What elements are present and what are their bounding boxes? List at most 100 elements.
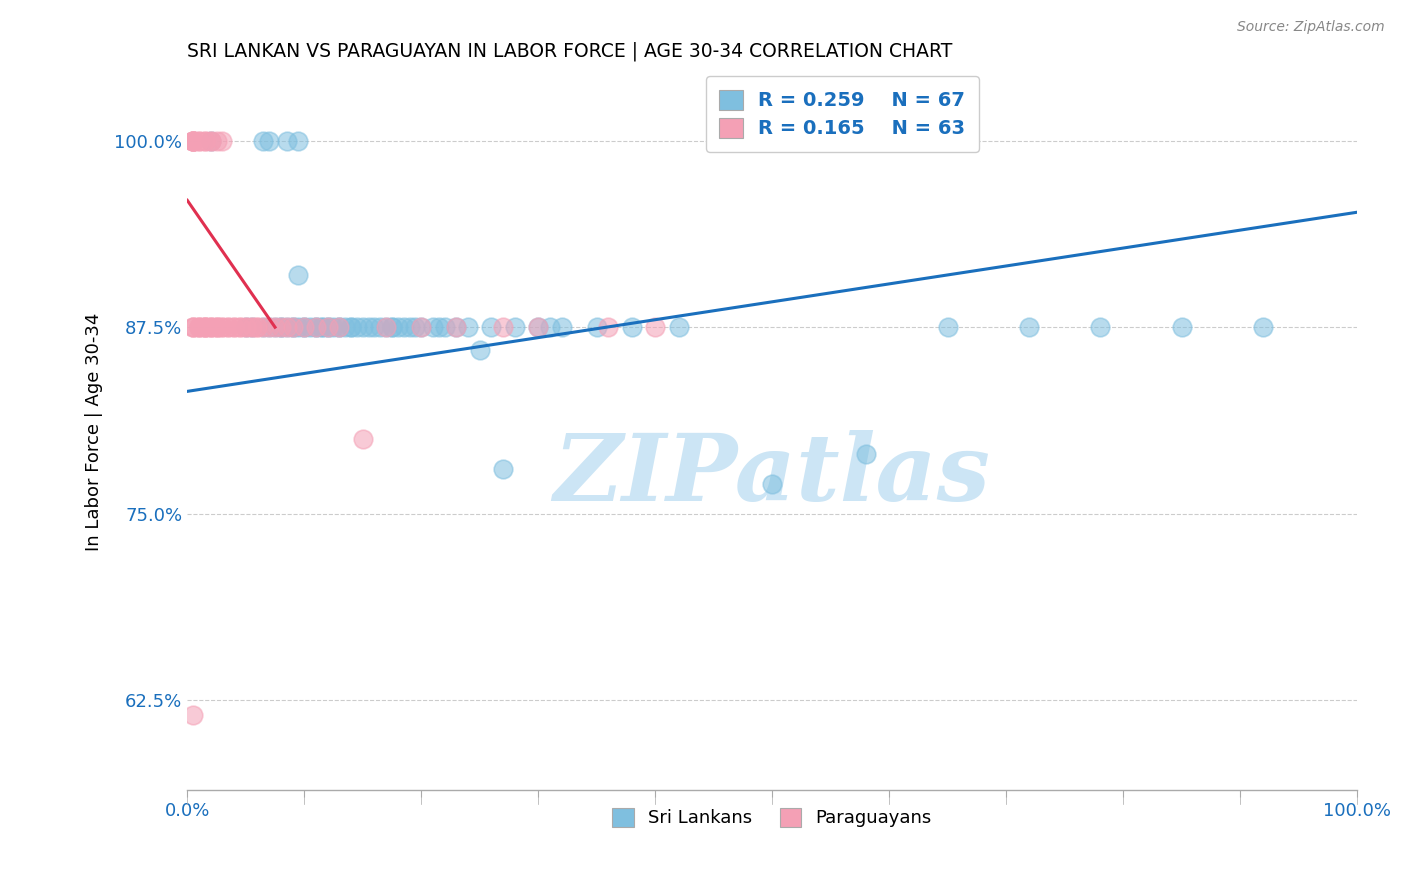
Point [205,320,228,334]
Point [281,320,304,334]
Point [264,320,287,334]
Point [292,320,315,334]
Point [181,134,204,148]
Point [427,320,450,334]
Point [328,320,350,334]
Point [620,320,643,334]
Point [468,343,491,357]
Point [200,320,222,334]
Point [194,320,217,334]
Point [200,320,222,334]
Point [200,320,222,334]
Point [181,134,204,148]
Point [188,134,211,148]
Point [340,320,363,334]
Point [246,320,269,334]
Point [527,320,550,334]
Point [411,320,433,334]
Point [328,320,350,334]
Point [598,320,620,334]
Point [229,320,252,334]
Point [368,320,391,334]
Point [246,320,269,334]
Point [292,320,315,334]
Legend: Sri Lankans, Paraguayans: Sri Lankans, Paraguayans [605,801,939,835]
Point [322,320,344,334]
Point [222,320,245,334]
Point [422,320,444,334]
Point [292,320,315,334]
Point [181,708,204,723]
Point [311,320,333,334]
Point [194,320,217,334]
Point [194,320,217,334]
Point [398,320,420,334]
Point [1253,320,1275,334]
Point [188,320,211,334]
Point [181,320,204,334]
Point [346,320,368,334]
Point [433,320,456,334]
Point [252,320,274,334]
Point [205,320,228,334]
Point [252,134,274,148]
Point [188,320,211,334]
Point [1170,320,1192,334]
Point [252,320,274,334]
Point [352,432,374,446]
Point [240,320,263,334]
Point [1088,320,1111,334]
Point [363,320,385,334]
Point [257,134,280,148]
Point [222,320,245,334]
Point [387,320,409,334]
Point [936,320,959,334]
Point [276,320,298,334]
Y-axis label: In Labor Force | Age 30-34: In Labor Force | Age 30-34 [86,312,103,551]
Point [270,320,292,334]
Point [446,320,468,334]
Point [287,134,309,148]
Point [276,320,298,334]
Point [457,320,479,334]
Point [200,134,222,148]
Point [281,320,304,334]
Point [211,134,233,148]
Point [257,320,280,334]
Point [375,320,398,334]
Point [287,268,309,282]
Point [181,134,204,148]
Point [381,320,404,334]
Point [481,320,503,334]
Point [217,320,239,334]
Point [305,320,328,334]
Point [311,320,333,334]
Point [352,320,374,334]
Point [240,320,263,334]
Point [381,320,404,334]
Point [492,320,515,334]
Point [316,320,339,334]
Point [411,320,433,334]
Point [264,320,287,334]
Point [1018,320,1040,334]
Point [404,320,426,334]
Point [492,462,515,476]
Point [270,320,292,334]
Point [276,134,298,148]
Point [235,320,257,334]
Point [335,320,357,334]
Point [328,320,350,334]
Point [211,320,233,334]
Point [257,320,280,334]
Point [316,320,339,334]
Point [287,320,309,334]
Point [761,477,783,491]
Point [240,320,263,334]
Point [340,320,363,334]
Point [357,320,380,334]
Point [538,320,561,334]
Point [270,320,292,334]
Point [299,320,322,334]
Point [211,320,233,334]
